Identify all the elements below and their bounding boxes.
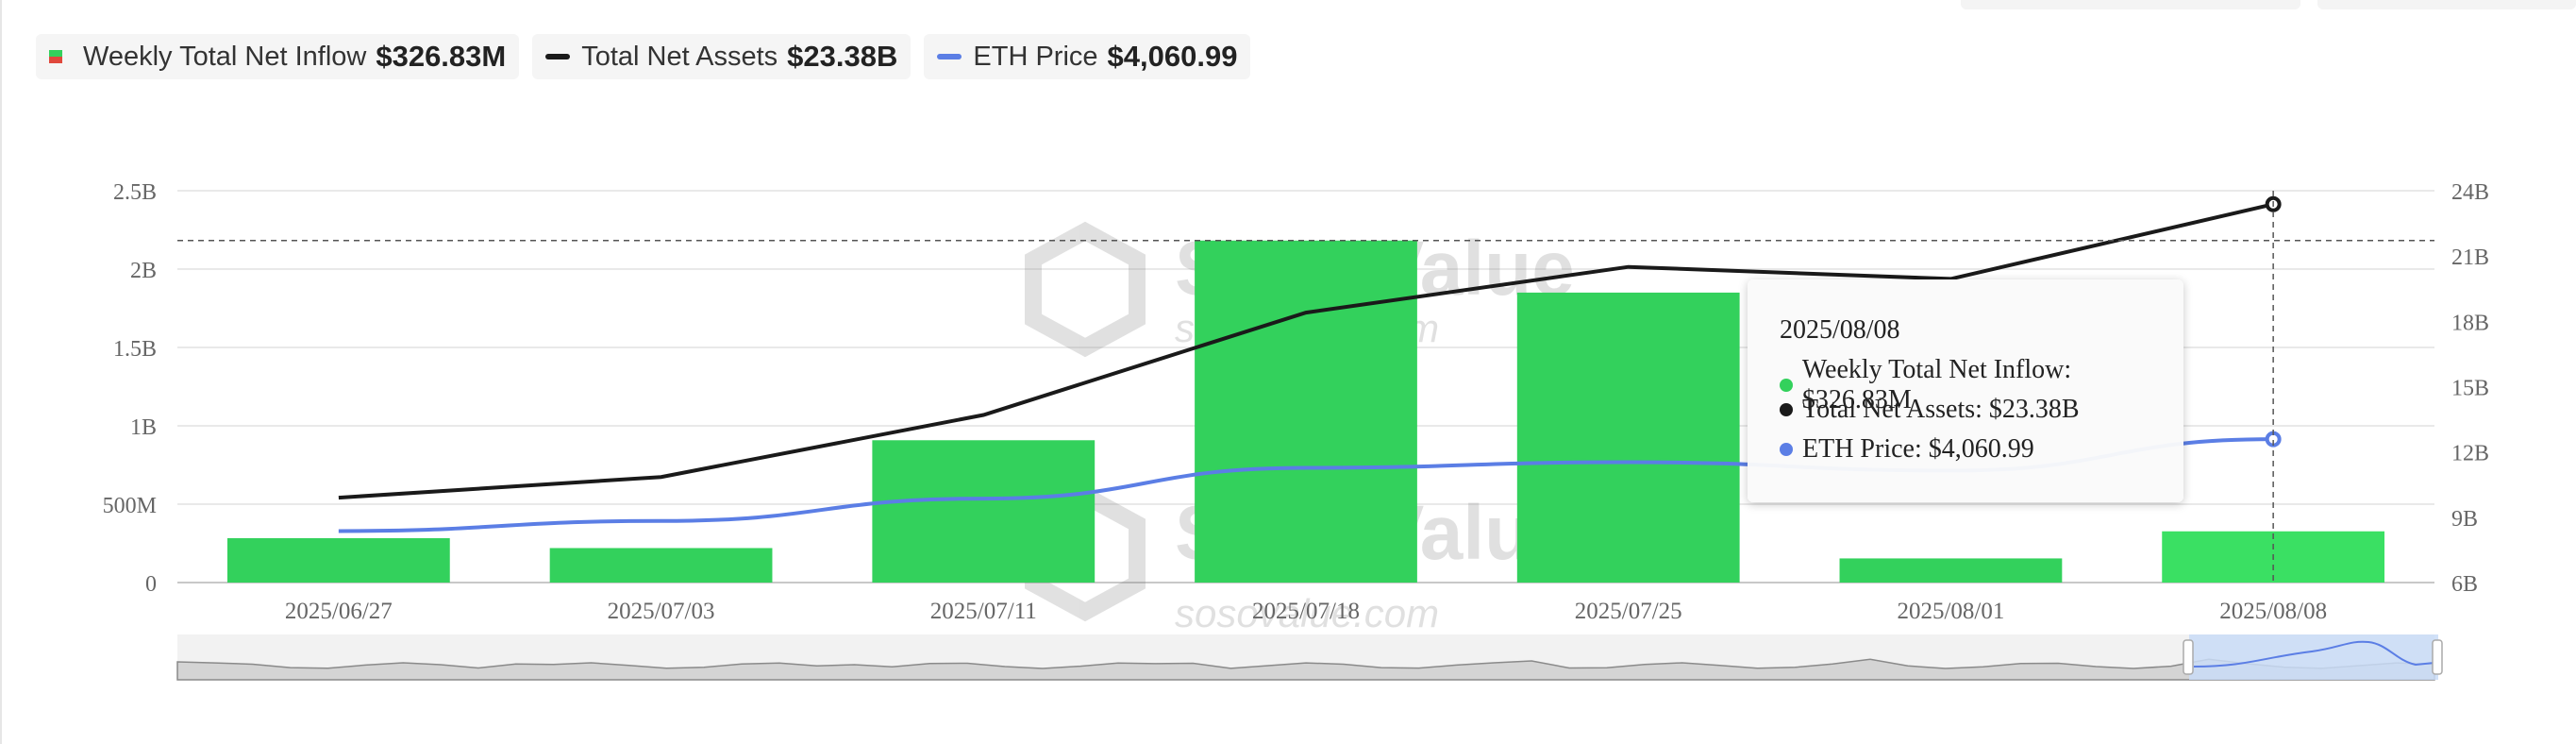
bar-inflow — [549, 548, 773, 583]
left-tick-label: 500M — [103, 494, 157, 518]
navigator-area — [176, 658, 2435, 681]
x-tick-label: 2025/07/25 — [1575, 599, 1682, 624]
legend-item-net-assets[interactable]: Total Net Assets $23.38B — [532, 34, 912, 79]
legend-inflow-swatch — [49, 50, 62, 63]
tooltip-net-assets-label: Total Net Assets: $23.38B — [1802, 395, 2080, 424]
range-navigator[interactable] — [176, 634, 2443, 681]
right-tick-label: 24B — [2451, 180, 2489, 205]
tooltip-row-net-assets: Total Net Assets: $23.38B — [1780, 395, 2080, 425]
legend-net-assets-name: Total Net Assets — [581, 41, 778, 72]
x-tick-label: 2025/07/18 — [1252, 599, 1360, 624]
navigator-handle-right — [2432, 639, 2443, 675]
legend-eth-price-value: $4,060.99 — [1107, 40, 1238, 73]
legend-eth-price-swatch — [937, 54, 962, 59]
legend-item-eth-price[interactable]: ETH Price $4,060.99 — [924, 34, 1251, 79]
tooltip-inflow-dot — [1780, 379, 1793, 392]
right-tick-label: 18B — [2451, 311, 2489, 335]
left-tick-label: 1.5B — [113, 337, 157, 362]
right-tick-label: 12B — [2451, 442, 2489, 466]
left-tick-label: 2B — [130, 259, 157, 283]
left-tick-label: 1B — [130, 415, 157, 440]
navigator-handle-left — [2183, 639, 2194, 675]
right-tick-label: 15B — [2451, 377, 2489, 401]
tooltip-eth-price-dot — [1780, 443, 1793, 456]
right-tick-label: 9B — [2451, 507, 2478, 532]
left-tick-label: 2.5B — [113, 180, 157, 205]
left-border — [0, 0, 2, 744]
tooltip-row-inflow: Weekly Total Net Inflow: $326.83M — [1780, 355, 2183, 415]
tooltip-inflow-label: Weekly Total Net Inflow: $326.83M — [1801, 355, 2072, 414]
line-total-net-assets — [338, 202, 2274, 500]
bar-inflow — [1516, 292, 1740, 583]
bar-inflow — [1839, 558, 2063, 583]
legend-eth-price-name: ETH Price — [973, 41, 1098, 72]
x-tick-label: 2025/08/01 — [1897, 599, 2004, 624]
x-tick-label: 2025/07/03 — [608, 599, 715, 624]
inflow-bars — [226, 240, 2385, 583]
tooltip-row-eth-price: ETH Price: $4,060.99 — [1780, 434, 2034, 465]
tooltip-net-assets-dot — [1780, 403, 1793, 416]
legend-inflow-value: $326.83M — [376, 40, 507, 73]
left-tick-label: 0 — [145, 572, 157, 597]
x-tick-label: 2025/06/27 — [285, 599, 393, 624]
tooltip-date: 2025/08/08 — [1780, 315, 1900, 345]
bar-inflow — [1195, 240, 1417, 583]
right-tick-label: 6B — [2451, 572, 2478, 597]
hover-tooltip: 2025/08/08 Weekly Total Net Inflow: $326… — [1748, 279, 2183, 502]
right-tick-label: 21B — [2451, 245, 2489, 270]
x-tick-label: 2025/07/11 — [930, 599, 1037, 624]
crosshair — [177, 191, 2434, 583]
x-tick-label: 2025/08/08 — [2219, 599, 2327, 624]
legend-net-assets-swatch — [545, 54, 571, 59]
legend-inflow-name: Weekly Total Net Inflow — [83, 41, 367, 72]
bar-inflow — [226, 538, 450, 583]
navigator-selection — [2189, 634, 2438, 680]
legend-item-inflow[interactable]: Weekly Total Net Inflow $326.83M — [36, 34, 520, 79]
chart-legend: Weekly Total Net Inflow $326.83M Total N… — [36, 34, 1251, 79]
watermark-url-lower: sosovalue.com — [1175, 591, 1439, 635]
top-tab-right[interactable] — [2317, 0, 2576, 9]
navigator-selection-line — [2193, 640, 2435, 668]
bar-inflow — [872, 440, 1096, 583]
legend-net-assets-value: $23.38B — [787, 40, 898, 73]
axes: 0 500M 1B 1.5B 2B 2.5B 6B 9B 12B 15B 18B 21B 24B 2025… — [103, 180, 2489, 624]
tooltip-eth-price-label: ETH Price: $4,060.99 — [1802, 434, 2034, 464]
top-tab-left[interactable] — [1961, 0, 2300, 9]
